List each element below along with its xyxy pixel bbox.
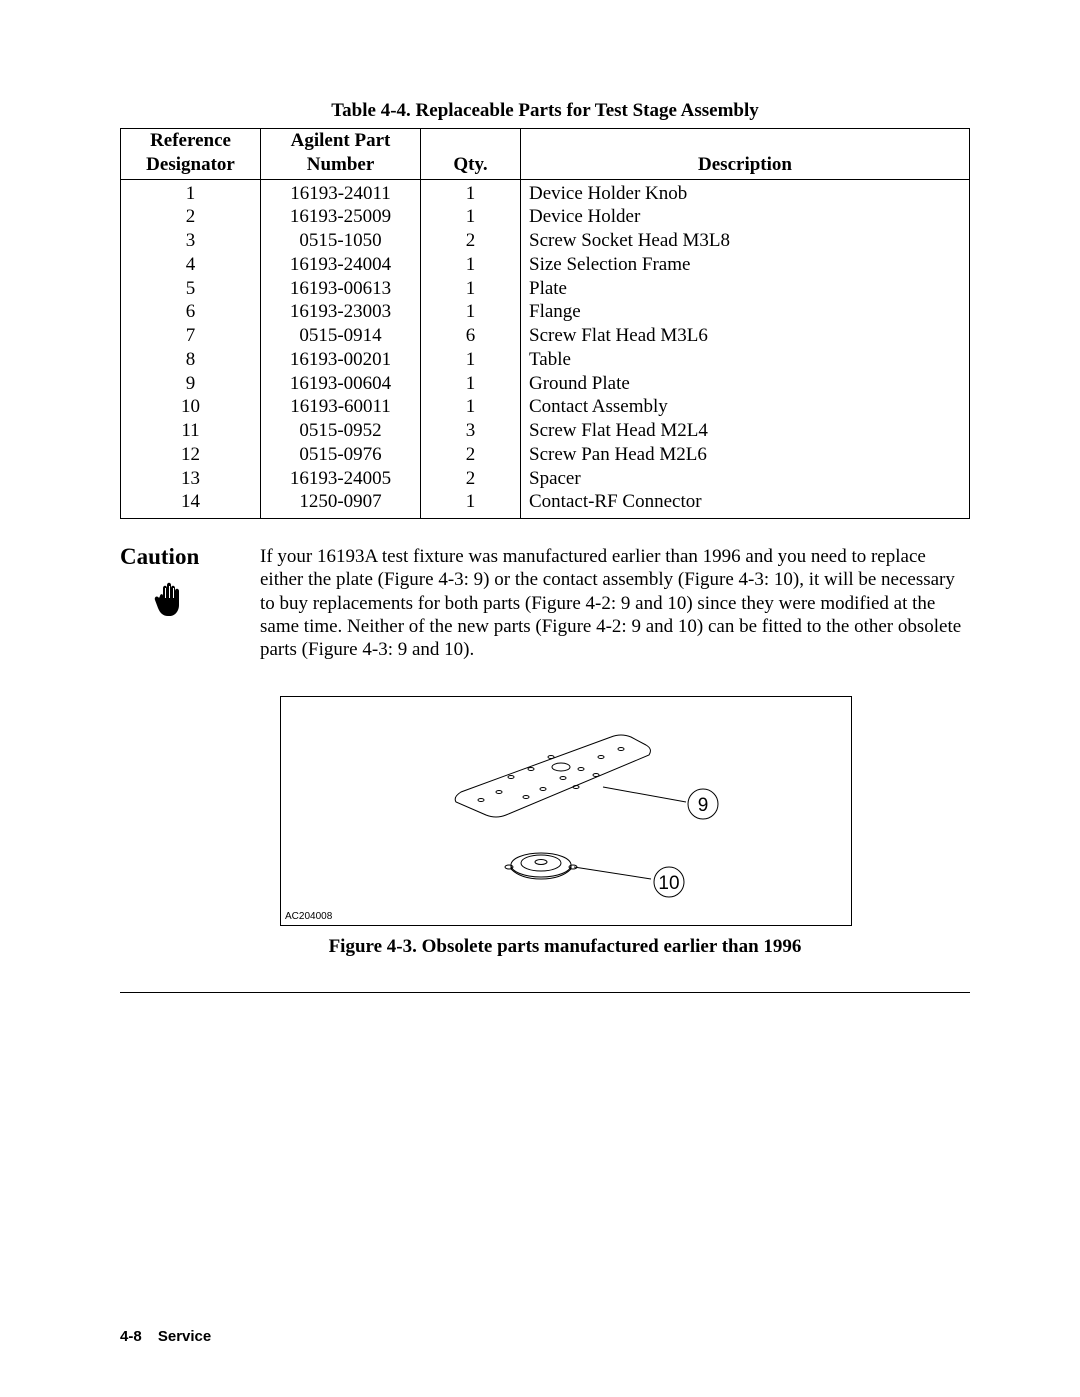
- table-row: 216193-250091Device Holder: [121, 205, 970, 229]
- cell-ref: 14: [121, 490, 261, 518]
- cell-desc: Contact-RF Connector: [521, 490, 970, 518]
- table-row: 1016193-600111Contact Assembly: [121, 395, 970, 419]
- callout-9: 9: [698, 795, 709, 816]
- table-row: 516193-006131Plate: [121, 277, 970, 301]
- cell-ref: 2: [121, 205, 261, 229]
- cell-ref: 4: [121, 253, 261, 277]
- table-row: 916193-006041Ground Plate: [121, 372, 970, 396]
- page-number: 4-8: [120, 1328, 142, 1345]
- cell-ref: 6: [121, 300, 261, 324]
- cell-ref: 11: [121, 419, 261, 443]
- table-row: 416193-240041Size Selection Frame: [121, 253, 970, 277]
- cell-desc: Flange: [521, 300, 970, 324]
- cell-desc: Device Holder Knob: [521, 179, 970, 205]
- th-qty: Qty.: [421, 153, 521, 179]
- figure-box: 9 10 AC204008: [280, 696, 852, 926]
- th-qty-spacer: [421, 129, 521, 153]
- separator-line: [120, 992, 970, 993]
- cell-desc: Screw Socket Head M3L8: [521, 229, 970, 253]
- caution-text: If your 16193A test fixture was manufact…: [260, 545, 970, 662]
- cell-desc: Screw Flat Head M3L6: [521, 324, 970, 348]
- caution-block: Caution If your 16193A test fixture was …: [120, 545, 970, 662]
- cell-ref: 3: [121, 229, 261, 253]
- cell-qty: 1: [421, 300, 521, 324]
- cell-qty: 2: [421, 467, 521, 491]
- cell-part: 16193-24011: [261, 179, 421, 205]
- cell-desc: Plate: [521, 277, 970, 301]
- cell-part: 16193-00201: [261, 348, 421, 372]
- cell-qty: 1: [421, 490, 521, 518]
- cell-qty: 1: [421, 348, 521, 372]
- cell-qty: 1: [421, 372, 521, 396]
- cell-ref: 12: [121, 443, 261, 467]
- cell-part: 16193-23003: [261, 300, 421, 324]
- cell-qty: 1: [421, 205, 521, 229]
- cell-ref: 1: [121, 179, 261, 205]
- cell-desc: Contact Assembly: [521, 395, 970, 419]
- section-name: Service: [158, 1328, 211, 1345]
- caution-label: Caution: [120, 545, 260, 568]
- figure-caption: Figure 4-3. Obsolete parts manufactured …: [280, 936, 850, 958]
- callout-10: 10: [658, 873, 679, 894]
- table-title: Table 4-4. Replaceable Parts for Test St…: [120, 100, 970, 122]
- cell-part: 1250-0907: [261, 490, 421, 518]
- cell-qty: 1: [421, 179, 521, 205]
- cell-ref: 7: [121, 324, 261, 348]
- table-row: 816193-002011Table: [121, 348, 970, 372]
- cell-desc: Spacer: [521, 467, 970, 491]
- th-desc: Description: [521, 153, 970, 179]
- th-ref-2: Designator: [121, 153, 261, 179]
- cell-desc: Screw Pan Head M2L6: [521, 443, 970, 467]
- table-row: 141250-09071Contact-RF Connector: [121, 490, 970, 518]
- cell-part: 16193-25009: [261, 205, 421, 229]
- table-row: 116193-240111Device Holder Knob: [121, 179, 970, 205]
- cell-ref: 5: [121, 277, 261, 301]
- cell-desc: Size Selection Frame: [521, 253, 970, 277]
- table-row: 110515-09523Screw Flat Head M2L4: [121, 419, 970, 443]
- cell-ref: 9: [121, 372, 261, 396]
- cell-desc: Table: [521, 348, 970, 372]
- table-row: 120515-09762Screw Pan Head M2L6: [121, 443, 970, 467]
- cell-part: 16193-24004: [261, 253, 421, 277]
- cell-qty: 3: [421, 419, 521, 443]
- table-row: 1316193-240052Spacer: [121, 467, 970, 491]
- cell-part: 16193-00604: [261, 372, 421, 396]
- cell-desc: Device Holder: [521, 205, 970, 229]
- cell-qty: 2: [421, 443, 521, 467]
- cell-qty: 1: [421, 277, 521, 301]
- parts-table: Reference Agilent Part Designator Number…: [120, 128, 970, 519]
- cell-qty: 6: [421, 324, 521, 348]
- th-ref-1: Reference: [121, 129, 261, 153]
- cell-part: 0515-1050: [261, 229, 421, 253]
- page-footer: 4-8 Service: [120, 1328, 211, 1345]
- th-part-1: Agilent Part: [261, 129, 421, 153]
- cell-qty: 2: [421, 229, 521, 253]
- th-desc-spacer: [521, 129, 970, 153]
- table-row: 70515-09146Screw Flat Head M3L6: [121, 324, 970, 348]
- cell-ref: 13: [121, 467, 261, 491]
- cell-qty: 1: [421, 395, 521, 419]
- table-row: 616193-230031Flange: [121, 300, 970, 324]
- th-part-2: Number: [261, 153, 421, 179]
- cell-desc: Screw Flat Head M2L4: [521, 419, 970, 443]
- cell-qty: 1: [421, 253, 521, 277]
- cell-desc: Ground Plate: [521, 372, 970, 396]
- cell-part: 0515-0952: [261, 419, 421, 443]
- figure-code: AC204008: [285, 911, 332, 922]
- cell-ref: 10: [121, 395, 261, 419]
- cell-part: 16193-00613: [261, 277, 421, 301]
- cell-part: 0515-0976: [261, 443, 421, 467]
- cell-part: 16193-60011: [261, 395, 421, 419]
- cell-part: 0515-0914: [261, 324, 421, 348]
- hand-stop-icon: [154, 578, 260, 623]
- cell-part: 16193-24005: [261, 467, 421, 491]
- cell-ref: 8: [121, 348, 261, 372]
- table-row: 30515-10502Screw Socket Head M3L8: [121, 229, 970, 253]
